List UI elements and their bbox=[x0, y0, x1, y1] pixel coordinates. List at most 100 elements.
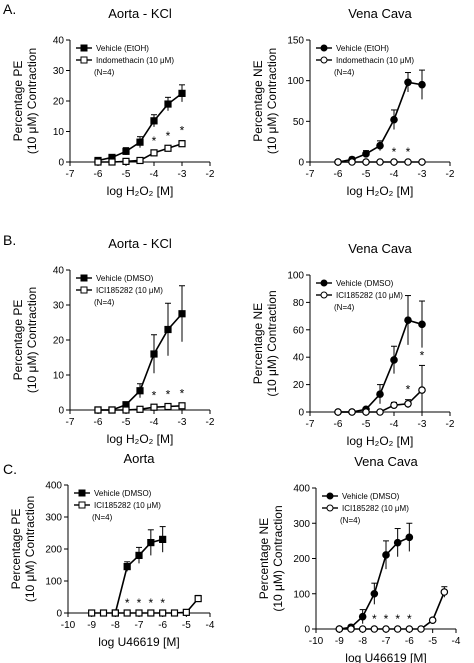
data-point bbox=[376, 390, 384, 398]
x-axis-label: log U46619 [M] bbox=[345, 651, 426, 663]
data-point bbox=[393, 538, 402, 547]
legend-marker bbox=[80, 56, 88, 64]
y-tick-label: 30 bbox=[53, 301, 65, 312]
significance-asterisk: * bbox=[406, 383, 411, 397]
legend-marker bbox=[326, 504, 334, 512]
significance-asterisk: * bbox=[180, 386, 185, 400]
y-tick-label: 30 bbox=[53, 66, 65, 77]
legend-label: Indomethacin (10 μM) bbox=[96, 56, 174, 65]
data-point bbox=[159, 535, 167, 544]
data-point bbox=[123, 562, 131, 571]
chart-title: Aorta - KCl bbox=[108, 236, 172, 251]
x-tick-label: -2 bbox=[206, 169, 215, 180]
significance-asterisk: * bbox=[148, 596, 153, 610]
data-point bbox=[150, 117, 158, 125]
y-tick-label: 100 bbox=[45, 577, 62, 588]
chart-grid: Aorta - KCl 0 10 20 30 40 -7 -6 -5 -4 -3 -2 log H₂O₂… bbox=[9, 6, 461, 663]
y-tick-label: 40 bbox=[53, 36, 65, 47]
x-tick-label: -4 bbox=[206, 620, 215, 631]
data-point bbox=[136, 387, 144, 395]
x-tick-label: -4 bbox=[150, 169, 159, 180]
chart-title: Vena Cava bbox=[354, 454, 418, 469]
y-axis-label: Percentage NE bbox=[251, 60, 265, 141]
data-point bbox=[178, 89, 186, 97]
x-tick-label: -7 bbox=[135, 620, 144, 631]
data-point bbox=[136, 405, 144, 413]
y-axis-label: (10 μM) Contraction bbox=[271, 505, 285, 611]
y-tick-label: 10 bbox=[53, 371, 65, 382]
data-point bbox=[382, 551, 390, 559]
x-tick-label: -8 bbox=[358, 636, 367, 647]
significance-asterisk: * bbox=[137, 596, 142, 610]
x-tick-label: -4 bbox=[390, 169, 399, 180]
x-tick-label: -5 bbox=[122, 417, 131, 428]
data-point bbox=[382, 625, 390, 633]
data-point bbox=[376, 158, 384, 166]
legend-marker bbox=[78, 489, 86, 497]
chart-2: Vena Cava 0 50 100 150 -7 -6 -5 -4 -3 -2 log H₂O₂ [… bbox=[251, 6, 455, 198]
y-axis-label: Percentage NE bbox=[251, 303, 265, 384]
data-point bbox=[358, 625, 367, 633]
data-point bbox=[428, 616, 437, 624]
x-tick-label: -6 bbox=[158, 620, 167, 631]
data-point bbox=[418, 158, 426, 166]
y-tick-label: 20 bbox=[293, 380, 305, 391]
x-tick-label: -6 bbox=[334, 419, 343, 430]
legend-marker bbox=[320, 56, 328, 64]
legend-label: ICI185282 (10 μM) bbox=[96, 286, 163, 295]
x-tick-label: -9 bbox=[87, 620, 96, 631]
data-point bbox=[122, 147, 130, 155]
data-point bbox=[390, 115, 398, 124]
data-point bbox=[182, 608, 190, 616]
y-tick-label: 150 bbox=[287, 36, 304, 47]
y-tick-label: 0 bbox=[298, 408, 304, 419]
x-tick-label: -5 bbox=[182, 620, 191, 631]
y-axis-label: Percentage NE bbox=[257, 518, 271, 599]
x-tick-label: -2 bbox=[446, 169, 455, 180]
y-tick-label: 300 bbox=[293, 519, 310, 530]
series-line bbox=[339, 591, 446, 630]
y-tick-label: 400 bbox=[293, 484, 310, 495]
data-point bbox=[150, 149, 158, 157]
chart-title: Vena Cava bbox=[348, 241, 412, 256]
data-point bbox=[178, 140, 186, 148]
data-point bbox=[136, 138, 144, 146]
data-point bbox=[370, 625, 379, 633]
x-tick-label: -4 bbox=[390, 419, 399, 430]
legend-label: ICI185282 (10 μM) bbox=[94, 501, 161, 510]
data-point bbox=[122, 406, 130, 414]
data-point bbox=[376, 141, 384, 150]
y-axis-label: Percentage PE bbox=[11, 61, 25, 142]
y-tick-label: 300 bbox=[45, 513, 62, 524]
data-point bbox=[99, 609, 108, 617]
x-tick-label: -6 bbox=[94, 169, 103, 180]
legend-label: ICI185282 (10 μM) bbox=[336, 291, 403, 300]
data-point bbox=[334, 408, 342, 416]
series-line bbox=[91, 598, 199, 614]
legend-label: Vehicle (EtOH) bbox=[336, 44, 389, 53]
y-tick-label: 0 bbox=[58, 158, 64, 169]
data-point bbox=[147, 538, 155, 547]
data-point bbox=[159, 609, 167, 617]
data-point bbox=[418, 320, 426, 329]
data-point bbox=[335, 625, 344, 633]
data-point bbox=[94, 158, 102, 166]
legend-marker bbox=[320, 279, 328, 287]
panel-label-b: B. bbox=[3, 232, 16, 248]
x-tick-label: -3 bbox=[418, 169, 427, 180]
chart-6: Vena Cava 0 100 200 300 400 -10 -9 -8 -7 -6 -5 -4 log… bbox=[257, 454, 461, 663]
data-point bbox=[348, 408, 356, 416]
y-tick-label: 0 bbox=[56, 609, 62, 620]
data-point bbox=[404, 399, 412, 408]
data-point bbox=[94, 406, 102, 414]
chart-title: Aorta bbox=[123, 451, 155, 466]
significance-asterisk: * bbox=[152, 134, 157, 148]
significance-asterisk: * bbox=[420, 348, 425, 362]
y-axis-label: Percentage PE bbox=[9, 509, 23, 590]
data-point bbox=[362, 150, 370, 158]
x-tick-label: -5 bbox=[122, 169, 131, 180]
data-point bbox=[376, 408, 384, 416]
x-axis-label: log H₂O₂ [M] bbox=[107, 184, 174, 198]
legend-label: Vehicle (DMSO) bbox=[96, 274, 154, 283]
y-tick-label: 100 bbox=[293, 589, 310, 600]
